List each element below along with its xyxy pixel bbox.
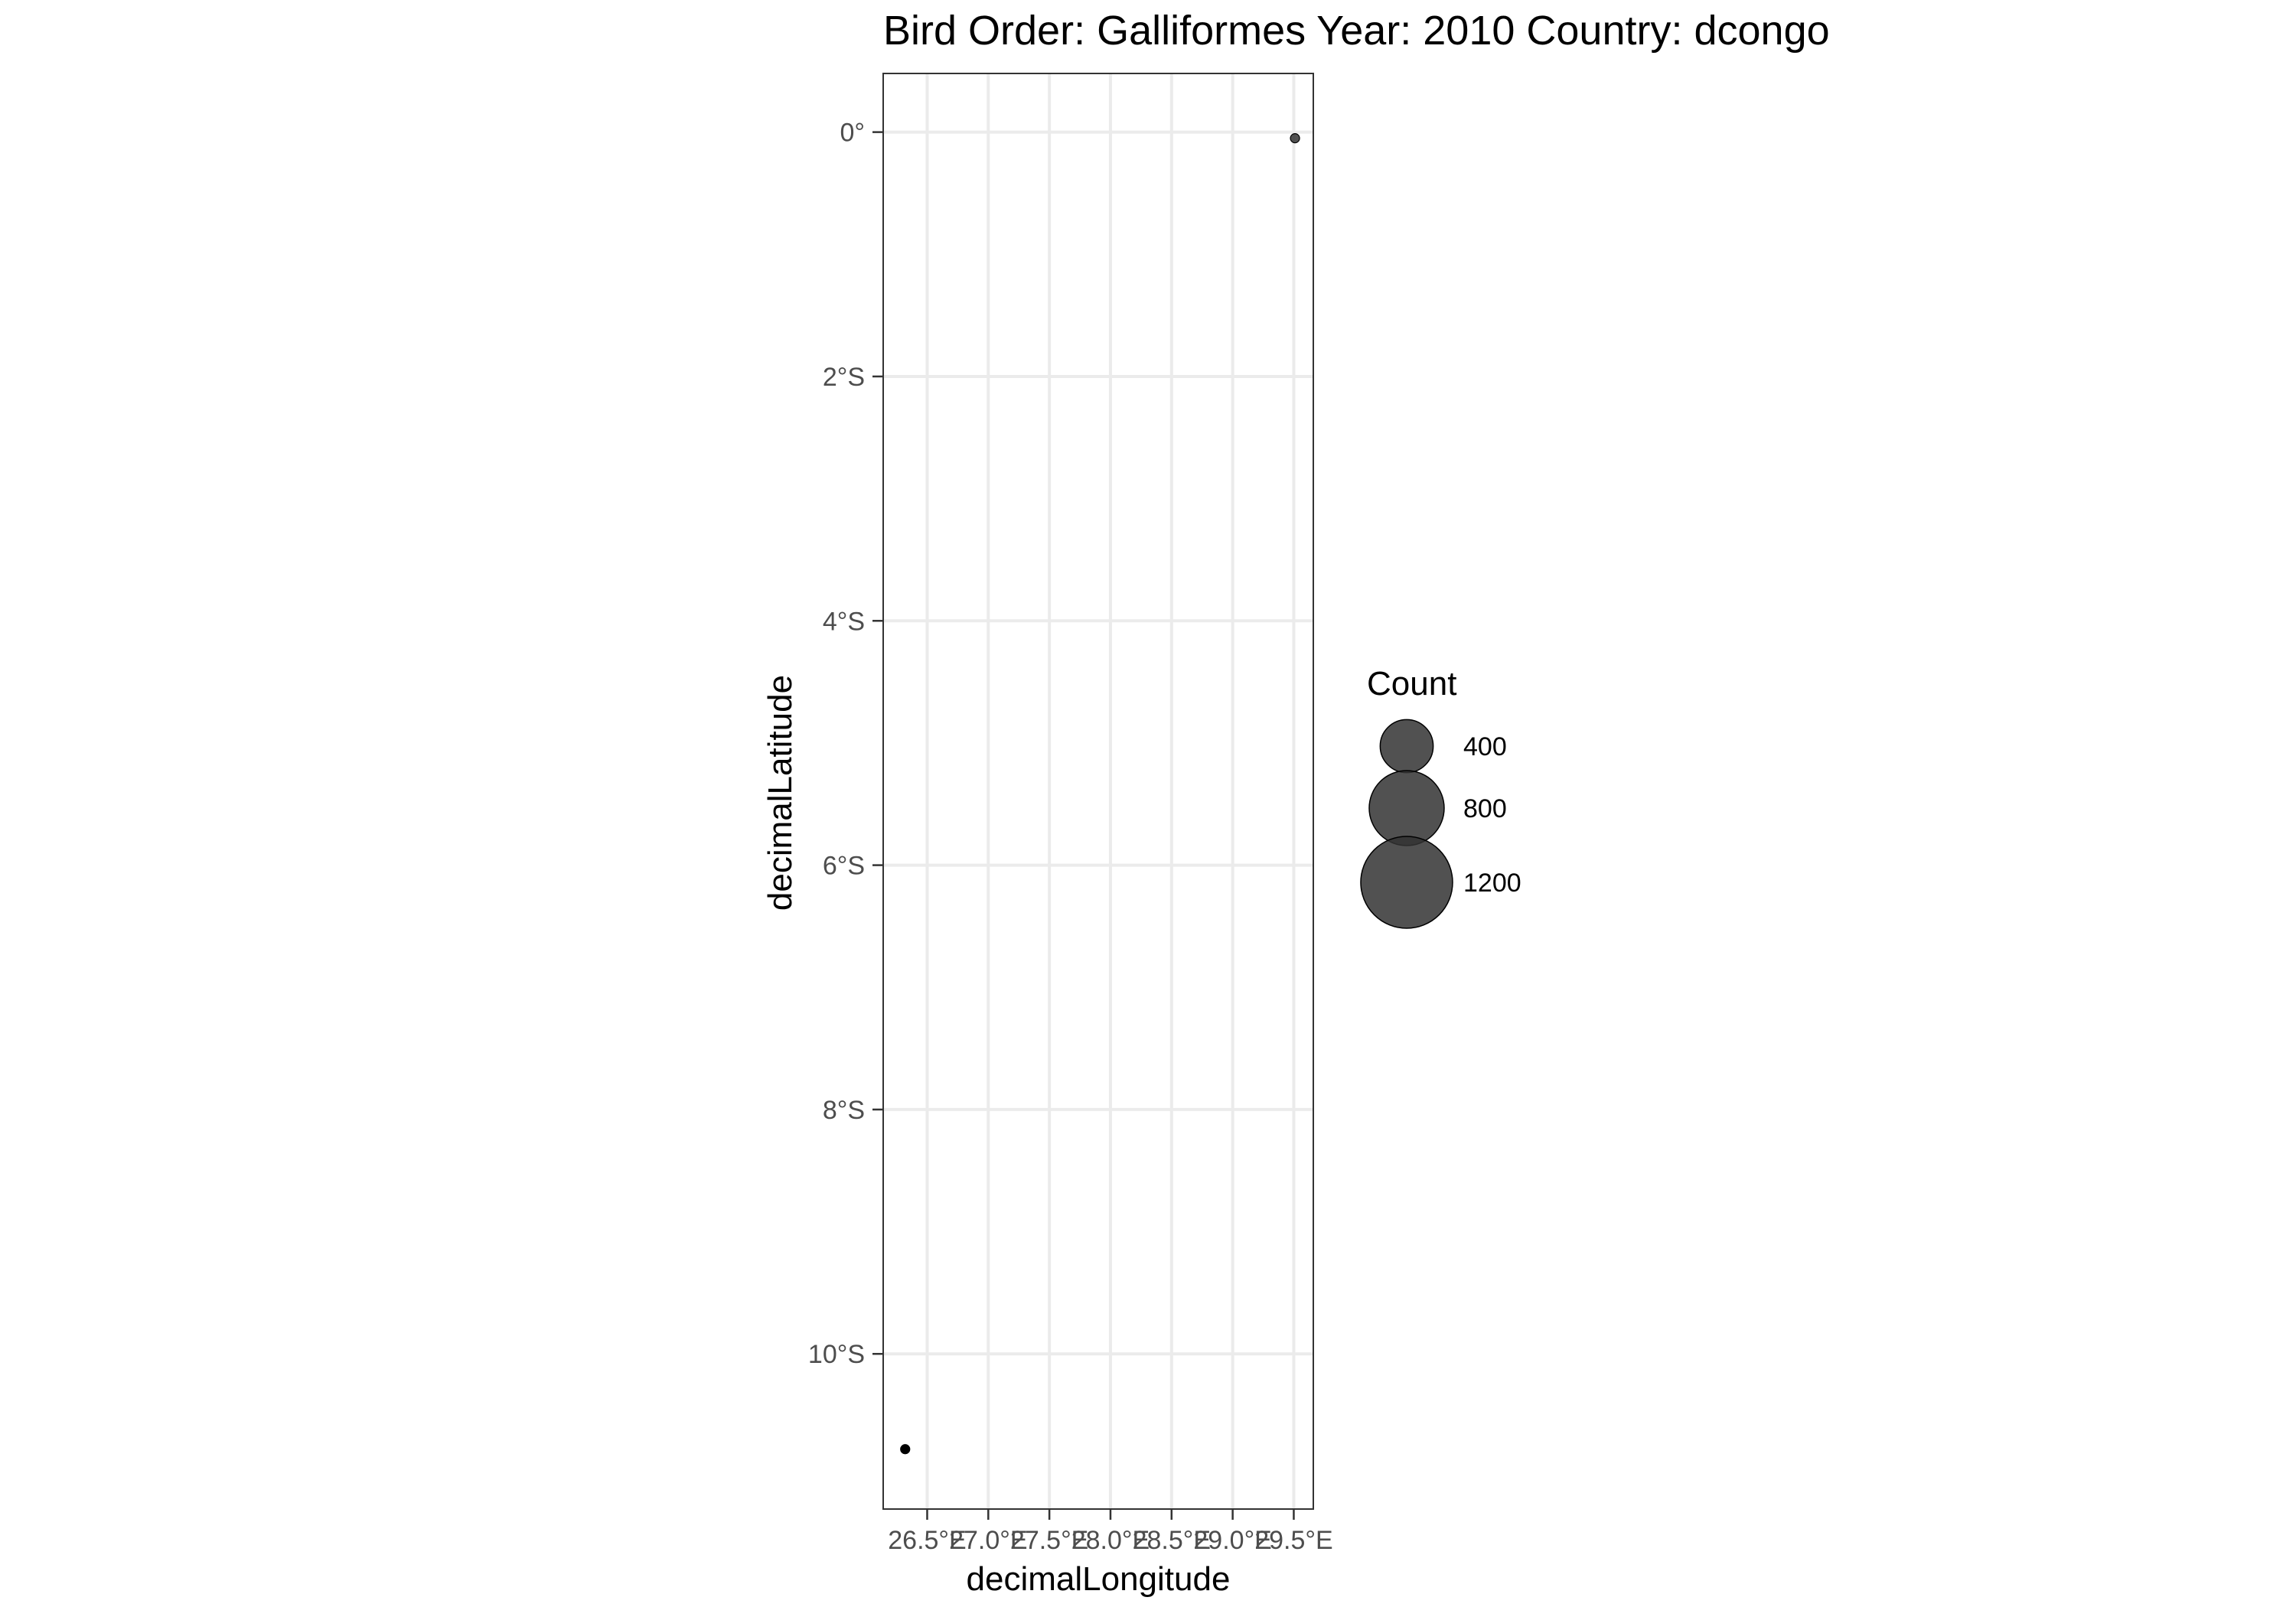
y-tick-label: 2°S — [823, 363, 865, 392]
panel-border — [882, 73, 1314, 1510]
legend-label: 400 — [1463, 732, 1507, 761]
panel-background — [883, 73, 1313, 1509]
x-tick-label: 26.5°E — [888, 1526, 966, 1555]
legend-label: 800 — [1463, 794, 1507, 823]
y-tick-label: 10°S — [808, 1340, 865, 1369]
y-tick-label: 4°S — [823, 607, 865, 636]
legend-key-circle — [1360, 836, 1453, 929]
plot-panel — [882, 73, 1314, 1510]
x-tick-label: 28.0°E — [1071, 1526, 1150, 1555]
legend-key-circle — [1379, 719, 1434, 774]
gridlines — [883, 73, 1313, 1509]
x-axis: 26.5°E27.0°E27.5°E28.0°E28.5°E29.0°E29.5… — [888, 1509, 1333, 1555]
y-axis-title: decimalLatitude — [762, 675, 799, 911]
y-axis: 0° 2°S 4°S 6°S 8°S 10°S — [808, 119, 883, 1369]
legend-label: 1200 — [1463, 869, 1521, 898]
size-legend: Count 400 800 1200 — [1360, 665, 1521, 929]
legend-key-circle — [1368, 770, 1445, 846]
y-tick-label: 6°S — [823, 852, 865, 881]
x-tick-label: 28.5°E — [1133, 1526, 1211, 1555]
x-tick-label: 27.0°E — [949, 1526, 1027, 1555]
x-tick-label: 29.5°E — [1254, 1526, 1332, 1555]
x-tick-label: 27.5°E — [1010, 1526, 1088, 1555]
x-axis-title: decimalLongitude — [967, 1560, 1231, 1598]
y-tick-label: 8°S — [823, 1096, 865, 1125]
legend-entries: 400 800 1200 — [1360, 719, 1521, 929]
legend-title: Count — [1367, 665, 1456, 702]
data-point — [1290, 133, 1300, 144]
data-points — [900, 133, 1300, 1455]
x-tick-label: 29.0°E — [1193, 1526, 1271, 1555]
chart-title: Bird Order: Galliformes Year: 2010 Count… — [883, 8, 1830, 54]
y-tick-label: 0° — [840, 119, 865, 148]
data-point — [900, 1444, 911, 1455]
